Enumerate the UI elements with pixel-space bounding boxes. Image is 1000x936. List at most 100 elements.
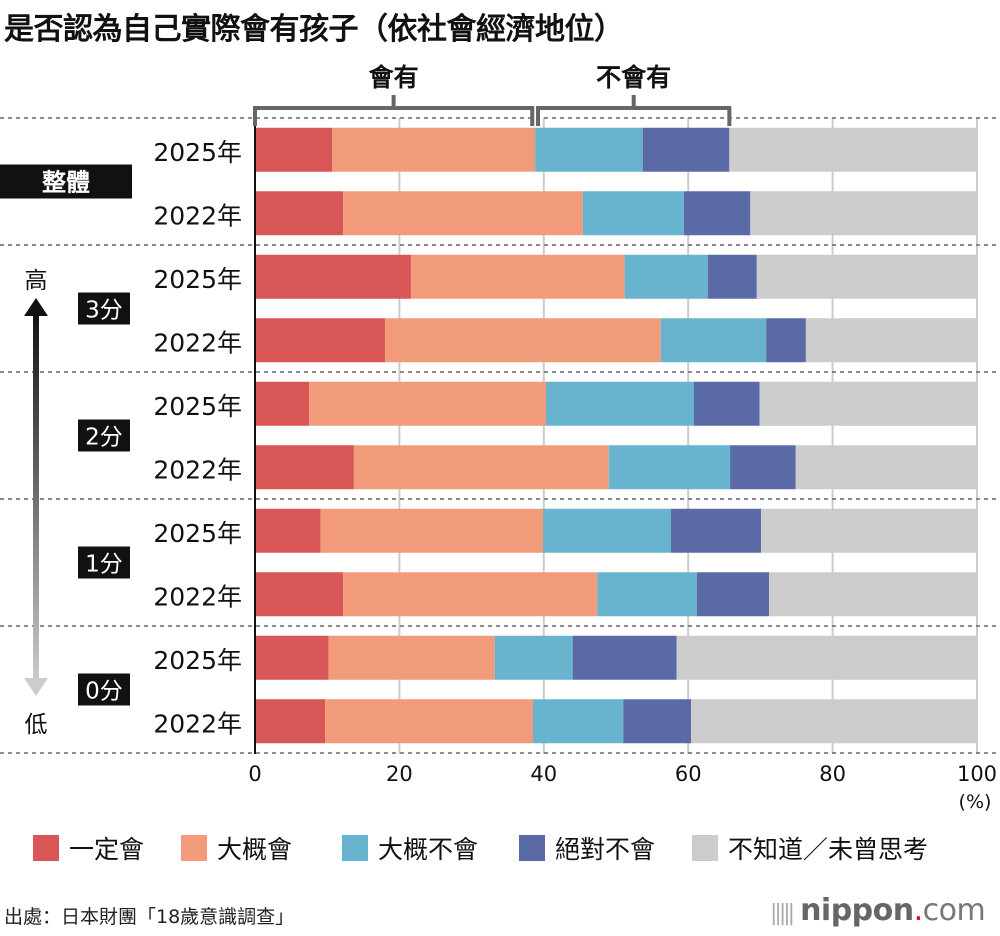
bar-segment-4 (642, 127, 730, 172)
legend-label: 不知道／未曾思考 (728, 835, 928, 864)
bar-segment-4 (670, 508, 762, 553)
bar-segment-1 (255, 508, 321, 553)
year-label: 2022年 (153, 201, 242, 230)
x-tick-label: 100 (957, 762, 997, 786)
logo-bars-icon: ||||| (770, 901, 795, 926)
bar-segment-3 (494, 635, 573, 680)
bar-segment-4 (572, 635, 677, 680)
group-label-box (78, 419, 130, 452)
legend-label: 大概不會 (378, 835, 478, 864)
bracket-will-have-label: 會有 (369, 63, 419, 92)
chart-title: 是否認為自己實際會有孩子（依社會經濟地位） (4, 12, 624, 47)
legend-label: 一定會 (69, 835, 144, 864)
year-label: 2025年 (153, 138, 242, 167)
bar-segment-2 (353, 445, 609, 490)
group-label: 0分 (85, 679, 123, 705)
bar-segment-5 (795, 445, 977, 490)
group-label-box (78, 673, 130, 706)
bar-segment-2 (343, 572, 598, 617)
bar-segment-5 (769, 572, 977, 617)
bar-segment-2 (320, 508, 544, 553)
bar-segment-1 (255, 635, 329, 680)
bar-segment-1 (255, 445, 354, 490)
bar-segment-3 (624, 254, 708, 299)
group-label-box (0, 164, 132, 199)
axis-high-label: 高 (25, 268, 48, 294)
source-note: 出處：日本財團「18歲意識調查」 (4, 906, 295, 928)
year-label: 2025年 (153, 265, 242, 294)
bracket-will-have (253, 106, 535, 126)
year-label: 2022年 (153, 709, 242, 738)
year-label: 2025年 (153, 646, 242, 675)
year-label: 2022年 (153, 582, 242, 611)
x-tick-label: 20 (386, 762, 413, 786)
bar-segment-3 (660, 318, 767, 363)
year-label: 2022年 (153, 328, 242, 357)
bar-segment-1 (255, 381, 310, 426)
bar-segment-5 (750, 191, 977, 236)
x-unit-label: (%) (959, 791, 992, 813)
bar-segment-1 (255, 699, 326, 744)
x-tick-label: 40 (530, 762, 557, 786)
bar-segment-3 (597, 572, 697, 617)
bar-segment-1 (255, 127, 333, 172)
bar-segment-2 (332, 127, 536, 172)
bar-segment-3 (532, 699, 624, 744)
legend-swatch (519, 835, 545, 861)
year-label: 2022年 (153, 455, 242, 484)
year-label: 2025年 (153, 392, 242, 421)
bar-segment-1 (255, 572, 344, 617)
bar-segment-1 (255, 191, 344, 236)
bar-segment-2 (309, 381, 546, 426)
bar-segment-3 (582, 191, 684, 236)
bar-segment-3 (543, 508, 671, 553)
legend-swatch (33, 835, 59, 861)
bar-segment-5 (676, 635, 977, 680)
year-label: 2025年 (153, 519, 242, 548)
x-tick-label: 0 (248, 762, 261, 786)
x-tick-label: 80 (819, 762, 846, 786)
bar-segment-5 (691, 699, 977, 744)
bar-segment-4 (730, 445, 796, 490)
axis-low-label: 低 (25, 712, 48, 738)
group-label: 3分 (85, 298, 123, 324)
bar-segment-4 (707, 254, 757, 299)
bracket-will-not-have (536, 106, 732, 126)
bar-segment-3 (608, 445, 731, 490)
bar-segment-4 (683, 191, 751, 236)
legend-swatch (342, 835, 368, 861)
bar-segment-1 (255, 318, 385, 363)
bar-segment-1 (255, 254, 411, 299)
bar-segment-4 (693, 381, 760, 426)
bracket-will-not-have-label: 不會有 (596, 63, 671, 92)
bar-segment-5 (729, 127, 977, 172)
group-label-box (78, 292, 130, 325)
group-label: 2分 (85, 425, 123, 451)
legend-label: 大概會 (217, 835, 292, 864)
bar-segment-5 (805, 318, 977, 363)
status-arrow-shaft (33, 312, 39, 682)
bar-segment-3 (545, 381, 694, 426)
legend-swatch (692, 835, 718, 861)
bar-segment-4 (623, 699, 692, 744)
bar-segment-3 (535, 127, 643, 172)
group-label: 1分 (85, 552, 123, 578)
group-label: 整體 (42, 169, 90, 197)
bar-segment-5 (756, 254, 977, 299)
bar-segment-4 (766, 318, 806, 363)
bar-segment-2 (325, 699, 533, 744)
bar-segment-2 (328, 635, 495, 680)
bar-segment-2 (410, 254, 625, 299)
bar-segment-4 (696, 572, 770, 617)
arrow-up-icon (24, 298, 48, 316)
bar-segment-5 (761, 508, 977, 553)
bar-segment-5 (759, 381, 977, 426)
arrow-down-icon (24, 678, 48, 696)
legend-swatch (181, 835, 207, 861)
bar-segment-2 (384, 318, 661, 363)
nippon-logo: ||||| nippon.com (770, 893, 986, 928)
x-tick-label: 60 (675, 762, 702, 786)
legend-label: 絕對不會 (555, 835, 655, 864)
